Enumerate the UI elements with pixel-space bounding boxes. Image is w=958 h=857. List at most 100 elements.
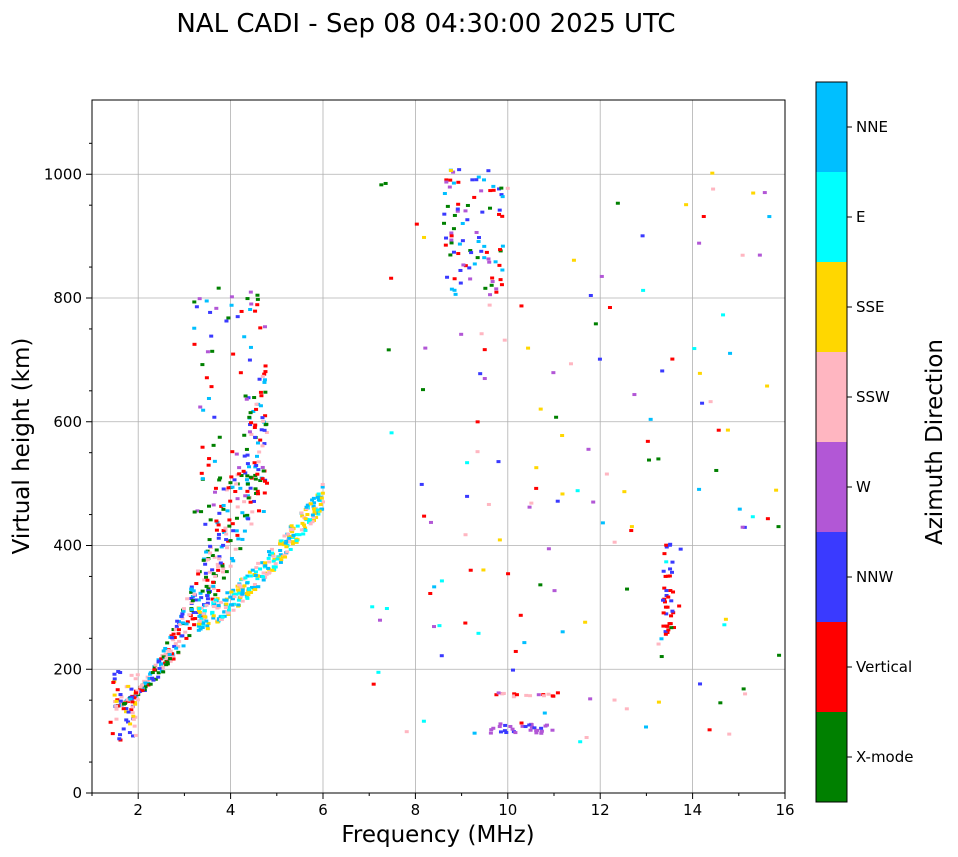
echo-point bbox=[192, 342, 197, 346]
echo-point bbox=[468, 277, 473, 281]
echo-point bbox=[228, 595, 233, 599]
echo-point bbox=[129, 687, 134, 691]
echo-point bbox=[539, 729, 544, 733]
echo-point bbox=[767, 215, 772, 219]
echo-point bbox=[428, 520, 433, 524]
echo-point bbox=[205, 624, 210, 628]
echo-point bbox=[475, 420, 480, 424]
echo-point bbox=[384, 607, 389, 611]
echo-point bbox=[164, 656, 169, 660]
echo-point bbox=[275, 557, 280, 561]
echo-point bbox=[449, 234, 454, 238]
echo-point bbox=[258, 567, 263, 571]
echo-point bbox=[600, 521, 605, 525]
x-axis-label: Frequency (MHz) bbox=[341, 822, 534, 848]
echo-point bbox=[208, 544, 213, 548]
echo-point bbox=[204, 584, 209, 588]
echo-point bbox=[131, 734, 136, 738]
echo-point bbox=[519, 721, 524, 725]
echo-point bbox=[278, 542, 283, 546]
echo-point bbox=[197, 607, 202, 611]
echo-point bbox=[206, 463, 211, 467]
echo-point bbox=[224, 570, 229, 574]
echo-point bbox=[147, 677, 152, 681]
echo-point bbox=[757, 253, 762, 257]
echo-point bbox=[108, 720, 113, 724]
echo-point bbox=[157, 659, 162, 663]
echo-point bbox=[126, 684, 131, 688]
echo-point bbox=[663, 574, 668, 578]
echo-point bbox=[539, 726, 544, 730]
echo-point bbox=[578, 740, 583, 744]
echo-point bbox=[263, 390, 268, 394]
echo-point bbox=[665, 574, 670, 578]
echo-point bbox=[223, 606, 228, 610]
echo-point bbox=[250, 585, 255, 589]
echo-point bbox=[669, 626, 674, 630]
echo-point bbox=[234, 482, 239, 486]
echo-point bbox=[510, 668, 515, 672]
echo-point bbox=[243, 494, 248, 498]
echo-point bbox=[456, 180, 461, 184]
echo-point bbox=[550, 728, 555, 732]
echo-point bbox=[192, 623, 197, 627]
echo-point bbox=[201, 612, 206, 616]
echo-point bbox=[476, 175, 481, 179]
echo-point bbox=[192, 592, 197, 596]
echo-point bbox=[215, 620, 220, 624]
echo-point bbox=[560, 630, 565, 634]
echo-point bbox=[500, 214, 505, 218]
echo-point bbox=[236, 588, 241, 592]
echo-point bbox=[389, 431, 394, 435]
echo-point bbox=[671, 611, 676, 615]
echo-point bbox=[208, 518, 213, 522]
echo-point bbox=[256, 574, 261, 578]
echo-point bbox=[239, 474, 244, 478]
echo-point bbox=[259, 428, 264, 432]
echo-point bbox=[249, 590, 254, 594]
echo-point bbox=[260, 477, 265, 481]
echo-point bbox=[583, 620, 588, 624]
echo-point bbox=[664, 560, 669, 564]
echo-point bbox=[661, 611, 666, 615]
echo-point bbox=[670, 357, 675, 361]
echo-point bbox=[743, 692, 748, 696]
echo-point bbox=[247, 465, 252, 469]
echo-point bbox=[197, 622, 202, 626]
echo-point bbox=[205, 594, 210, 598]
echo-point bbox=[597, 357, 602, 361]
echo-point bbox=[463, 264, 468, 268]
echo-point bbox=[248, 307, 253, 311]
echo-point bbox=[189, 585, 194, 589]
echo-point bbox=[210, 349, 215, 353]
echo-point bbox=[192, 326, 197, 330]
echo-point bbox=[242, 584, 247, 588]
echo-point bbox=[148, 672, 153, 676]
echo-point bbox=[497, 263, 502, 267]
echo-point bbox=[463, 621, 468, 625]
echo-point bbox=[130, 711, 135, 715]
echo-point bbox=[135, 698, 140, 702]
echo-point bbox=[750, 515, 755, 519]
echo-point bbox=[165, 662, 170, 666]
echo-point bbox=[234, 529, 239, 533]
echo-point bbox=[256, 460, 261, 464]
echo-point bbox=[196, 609, 201, 613]
echo-point bbox=[255, 454, 260, 458]
echo-point bbox=[506, 572, 511, 576]
echo-point bbox=[422, 235, 427, 239]
echo-point bbox=[740, 253, 745, 257]
echo-point bbox=[584, 736, 589, 740]
echo-point bbox=[226, 605, 231, 609]
echo-point bbox=[612, 698, 617, 702]
echo-point bbox=[640, 234, 645, 238]
echo-point bbox=[526, 346, 531, 350]
echo-point bbox=[229, 475, 234, 479]
echo-point bbox=[206, 587, 211, 591]
echo-point bbox=[519, 304, 524, 308]
echo-point bbox=[131, 717, 136, 721]
echo-point bbox=[233, 490, 238, 494]
echo-point bbox=[181, 607, 186, 611]
echo-point bbox=[311, 515, 316, 519]
echo-point bbox=[221, 576, 226, 580]
